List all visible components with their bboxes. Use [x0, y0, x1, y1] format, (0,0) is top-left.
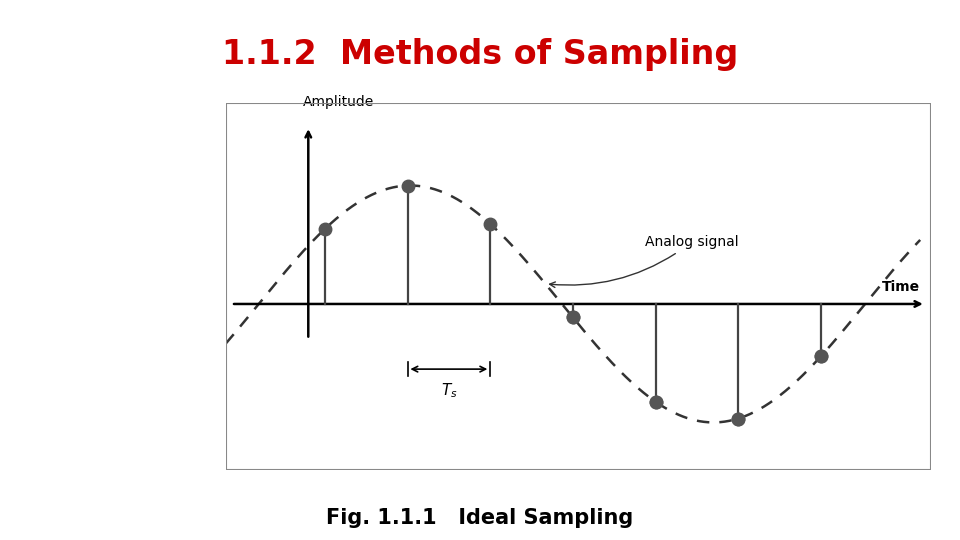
Text: Time: Time [882, 280, 921, 294]
Text: Analog signal: Analog signal [550, 235, 738, 287]
Text: Ideal
sampling -
an impulse
at each
sampling
instant: Ideal sampling - an impulse at each samp… [47, 145, 166, 319]
Text: 1.1.2  Methods of Sampling: 1.1.2 Methods of Sampling [222, 38, 738, 71]
Text: $T_s$: $T_s$ [441, 381, 457, 400]
Text: Fig. 1.1.1   Ideal Sampling: Fig. 1.1.1 Ideal Sampling [326, 508, 634, 528]
Text: Amplitude: Amplitude [302, 94, 374, 109]
Bar [226, 103, 931, 470]
